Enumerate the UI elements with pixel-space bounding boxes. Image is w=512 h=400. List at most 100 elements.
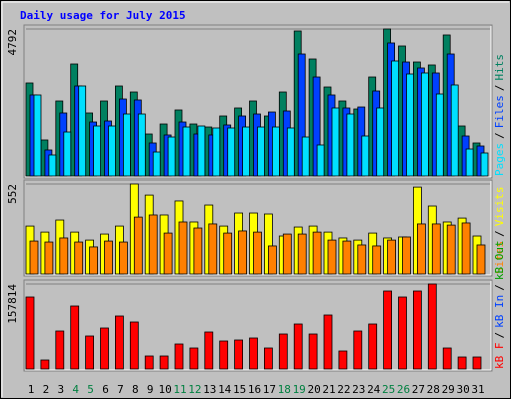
legend-separator: / [493,132,506,139]
legend-entry: Hits [493,54,506,81]
x-tick-label: 14 [218,383,232,396]
bar [450,84,459,177]
bar [89,246,98,275]
bar [342,240,352,275]
legend-entry: Visits [493,187,506,227]
y-tick-label: 157814 [6,284,19,324]
bar [357,244,367,275]
bar [167,136,176,177]
legend-separator: / [493,85,506,92]
legend: kB F / kB In / kB Out [493,240,506,369]
bar [312,231,322,275]
bar [286,127,295,177]
bar [197,125,206,177]
bar [163,232,173,275]
x-tick-label: 7 [117,383,124,396]
bar [48,154,57,177]
x-tick-label: 21 [322,383,335,396]
bar [293,323,303,370]
x-tick-label: 23 [352,383,365,396]
bar [461,222,471,275]
bar [376,107,385,177]
bar [219,340,229,370]
bar [137,113,146,177]
bar [480,152,489,177]
x-tick-label: 17 [263,383,276,396]
bar [212,127,221,177]
bar [204,331,214,370]
legend-entry: kB In [493,295,506,328]
bar [472,356,482,370]
bar [182,126,191,177]
bar [297,53,306,177]
bar [391,60,400,177]
bar [278,333,288,370]
bar [263,347,273,370]
bar [104,240,113,275]
x-tick-label: 10 [158,383,171,396]
bar [119,241,128,275]
bar [442,347,452,370]
bar [327,239,337,275]
x-tick-label: 28 [427,383,440,396]
bar [25,296,35,370]
bar [59,237,69,275]
x-tick-label: 6 [102,383,109,396]
bar [282,233,292,275]
x-tick-label: 20 [307,383,320,396]
x-tick-label: 25 [382,383,395,396]
x-tick-label: 16 [248,383,261,396]
x-tick-label: 13 [203,383,216,396]
bar [297,233,307,275]
bar [159,355,169,370]
bar [353,330,363,370]
bar [85,335,94,370]
x-tick-label: 18 [278,383,291,396]
bar [148,214,158,275]
x-tick-label: 19 [293,383,306,396]
legend-separator: / [493,332,506,339]
bar [249,337,258,370]
bar [465,148,474,177]
bar [33,94,42,177]
bar [74,241,84,275]
bar [301,136,310,177]
bar [267,245,277,275]
x-tick-label: 12 [188,383,201,396]
bar [402,236,411,275]
x-tick-label: 26 [397,383,410,396]
x-tick-label: 8 [132,383,139,396]
bar [208,223,218,275]
bar [387,239,397,275]
chart-title: Daily usage for July 2015 [20,9,186,22]
bar [398,296,407,370]
x-tick-label: 15 [233,383,246,396]
legend: Pages / Files / Hits [493,54,506,176]
bar [271,126,280,177]
legend-entry: Sites [493,241,506,274]
bar [144,355,154,370]
y-tick-label: 4792 [6,29,19,56]
legend-entry: Pages [493,143,506,176]
bar [427,283,437,370]
bar [63,131,72,177]
bar [420,72,429,177]
legend-entry: kB F [493,343,506,370]
bar [457,356,467,370]
x-tick-label: 30 [456,383,469,396]
x-tick-label: 11 [173,383,186,396]
bar [234,339,244,370]
bar [108,125,116,177]
bar [372,245,382,275]
bar [431,223,441,275]
x-tick-label: 27 [412,383,425,396]
bar [100,327,109,370]
bar [238,230,248,275]
bar [331,107,340,177]
bar [227,127,236,177]
bar [174,343,184,370]
legend: Sites / Visits [493,187,506,275]
bar [435,93,444,177]
x-tick-label: 1 [28,383,35,396]
